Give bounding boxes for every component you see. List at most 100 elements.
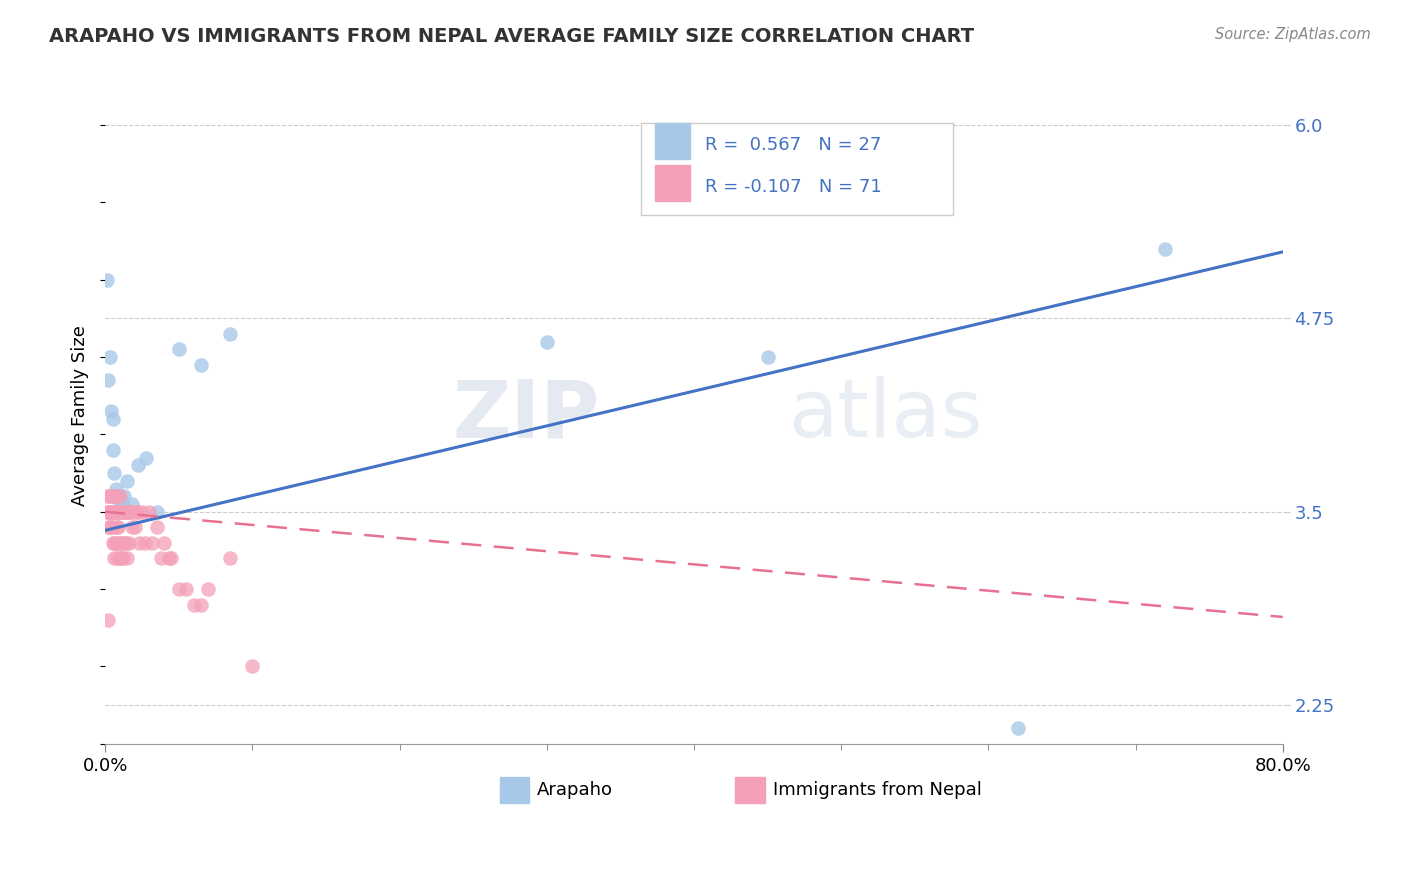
Point bbox=[138, 505, 160, 519]
Point bbox=[117, 474, 139, 488]
Point bbox=[103, 551, 125, 566]
Text: Source: ZipAtlas.com: Source: ZipAtlas.com bbox=[1215, 27, 1371, 42]
Point bbox=[107, 520, 129, 534]
Point bbox=[110, 505, 132, 519]
Point bbox=[174, 582, 197, 596]
Point bbox=[111, 497, 134, 511]
Point bbox=[98, 350, 121, 364]
Point bbox=[145, 520, 167, 534]
Point bbox=[219, 551, 242, 566]
Point bbox=[108, 551, 131, 566]
Point bbox=[100, 505, 122, 519]
Point bbox=[101, 505, 124, 519]
Point bbox=[1154, 242, 1177, 256]
Point bbox=[157, 551, 180, 566]
Point bbox=[96, 489, 118, 503]
Point bbox=[97, 520, 120, 534]
Point bbox=[128, 535, 150, 549]
Point bbox=[120, 505, 142, 519]
Bar bbox=[735, 777, 765, 803]
Point bbox=[100, 505, 122, 519]
Point bbox=[104, 482, 127, 496]
Point bbox=[127, 458, 149, 473]
Point bbox=[145, 505, 167, 519]
Point bbox=[242, 659, 264, 673]
Point bbox=[141, 535, 163, 549]
Point bbox=[105, 489, 128, 503]
Point bbox=[101, 412, 124, 426]
Point bbox=[105, 551, 128, 566]
Point bbox=[111, 535, 134, 549]
Text: ZIP: ZIP bbox=[453, 376, 600, 454]
Point bbox=[104, 535, 127, 549]
Point bbox=[114, 505, 136, 519]
Point bbox=[103, 505, 125, 519]
Point bbox=[100, 489, 122, 503]
Point bbox=[121, 520, 143, 534]
Point bbox=[110, 505, 132, 519]
Point bbox=[100, 404, 122, 418]
Point bbox=[97, 373, 120, 387]
Point bbox=[219, 326, 242, 341]
Point bbox=[108, 489, 131, 503]
Point bbox=[107, 505, 129, 519]
Point bbox=[127, 505, 149, 519]
Point bbox=[108, 497, 131, 511]
Point bbox=[756, 350, 779, 364]
Point bbox=[107, 489, 129, 503]
Point bbox=[117, 505, 139, 519]
Point bbox=[96, 505, 118, 519]
Point bbox=[122, 505, 145, 519]
Point bbox=[112, 505, 135, 519]
Point bbox=[167, 582, 190, 596]
Point bbox=[108, 505, 131, 519]
Text: R = -0.107   N = 71: R = -0.107 N = 71 bbox=[704, 178, 882, 196]
Text: Arapaho: Arapaho bbox=[537, 780, 613, 799]
Point bbox=[98, 520, 121, 534]
Point bbox=[97, 505, 120, 519]
Point bbox=[103, 535, 125, 549]
Point bbox=[103, 466, 125, 480]
Bar bbox=[499, 777, 529, 803]
Point bbox=[104, 505, 127, 519]
Point bbox=[105, 505, 128, 519]
Text: atlas: atlas bbox=[789, 376, 983, 454]
Text: R =  0.567   N = 27: R = 0.567 N = 27 bbox=[704, 136, 882, 153]
Point bbox=[101, 489, 124, 503]
Point bbox=[97, 505, 120, 519]
Point bbox=[112, 535, 135, 549]
Point bbox=[101, 535, 124, 549]
Point bbox=[131, 505, 153, 519]
Point bbox=[904, 141, 927, 155]
Point bbox=[118, 505, 141, 519]
Point bbox=[98, 489, 121, 503]
Point bbox=[105, 520, 128, 534]
Point bbox=[153, 535, 176, 549]
Point bbox=[190, 358, 212, 372]
Point bbox=[536, 334, 558, 349]
Point bbox=[114, 535, 136, 549]
Point bbox=[135, 450, 157, 465]
Point bbox=[117, 551, 139, 566]
Point bbox=[121, 497, 143, 511]
Point bbox=[107, 535, 129, 549]
Point bbox=[98, 505, 121, 519]
Point bbox=[197, 582, 219, 596]
Point bbox=[112, 489, 135, 503]
Point bbox=[100, 520, 122, 534]
Y-axis label: Average Family Size: Average Family Size bbox=[72, 325, 89, 506]
Point bbox=[125, 505, 148, 519]
Point bbox=[110, 535, 132, 549]
Point bbox=[104, 489, 127, 503]
Point bbox=[124, 520, 146, 534]
Point bbox=[160, 551, 183, 566]
Point bbox=[183, 598, 205, 612]
Point bbox=[98, 505, 121, 519]
Bar bbox=[655, 122, 690, 159]
Point bbox=[134, 535, 156, 549]
Point bbox=[118, 535, 141, 549]
Point bbox=[101, 442, 124, 457]
Point bbox=[101, 520, 124, 534]
Point bbox=[1007, 722, 1029, 736]
Point bbox=[190, 598, 212, 612]
